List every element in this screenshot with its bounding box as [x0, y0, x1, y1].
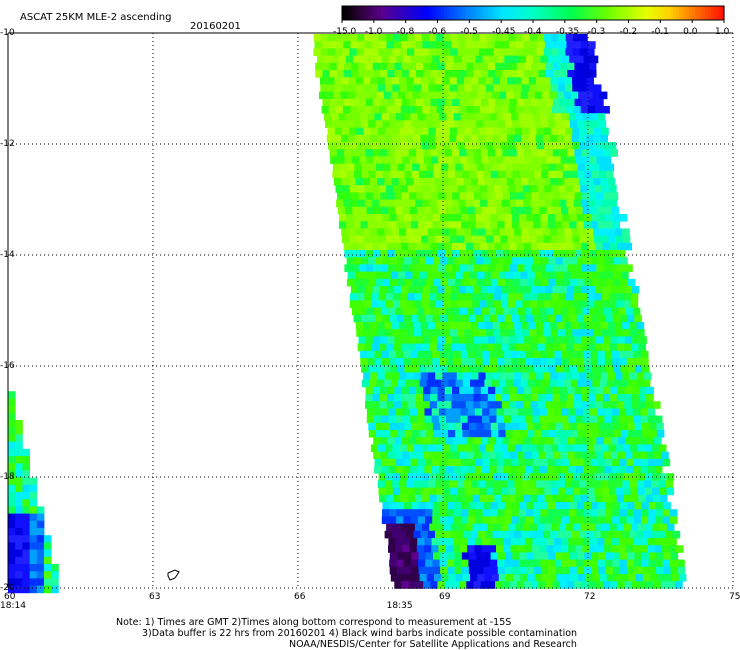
latitude-label: -10	[0, 28, 15, 38]
latitude-label: -20	[0, 583, 15, 593]
colorbar-label: -0.4	[524, 27, 542, 37]
colorbar-label: -0.2	[619, 27, 638, 37]
longitude-label: 75	[729, 592, 740, 602]
latitude-label: -18	[0, 472, 15, 482]
colorbar-label: -0.6	[428, 27, 447, 37]
colorbar-label: -0.35	[555, 27, 580, 37]
map-title: ASCAT 25KM MLE-2 ascending	[20, 12, 172, 23]
island-outline	[167, 569, 180, 581]
swath-left	[8, 391, 59, 594]
longitude-label: 72	[584, 592, 596, 602]
plot-frame	[7, 32, 733, 588]
colorbar-label: -1.0	[364, 27, 383, 37]
time-label: 18:14	[0, 601, 26, 611]
colorbar-label: -0.8	[396, 27, 415, 37]
map-date: 20160201	[190, 21, 241, 32]
colorbar-label: 0.0	[683, 27, 698, 37]
colorbar	[341, 5, 725, 23]
note-line-1: Note: 1) Times are GMT 2)Times along bot…	[116, 617, 512, 628]
note-line-3: NOAA/NESDIS/Center for Satellite Applica…	[289, 639, 577, 650]
latitude-label: -14	[0, 250, 15, 260]
longitude-label: 69	[439, 592, 451, 602]
colorbar-label: -0.1	[651, 27, 669, 37]
longitude-label: 60	[4, 592, 16, 602]
colorbar-label: -15.0	[333, 27, 357, 37]
colorbar-label: -0.45	[492, 27, 516, 37]
note-line-2: 3)Data buffer is 22 hrs from 20160201 4)…	[142, 628, 578, 639]
time-label: 18:35	[386, 601, 413, 611]
swath-right	[313, 34, 687, 589]
latitude-label: -16	[0, 361, 15, 371]
longitude-label: 63	[149, 592, 161, 602]
colorbar-label: -0.3	[587, 27, 606, 37]
colorbar-label: 1.0	[715, 27, 730, 37]
longitude-label: 66	[294, 592, 306, 602]
latitude-label: -12	[0, 139, 15, 149]
colorbar-label: -0.5	[460, 27, 478, 37]
